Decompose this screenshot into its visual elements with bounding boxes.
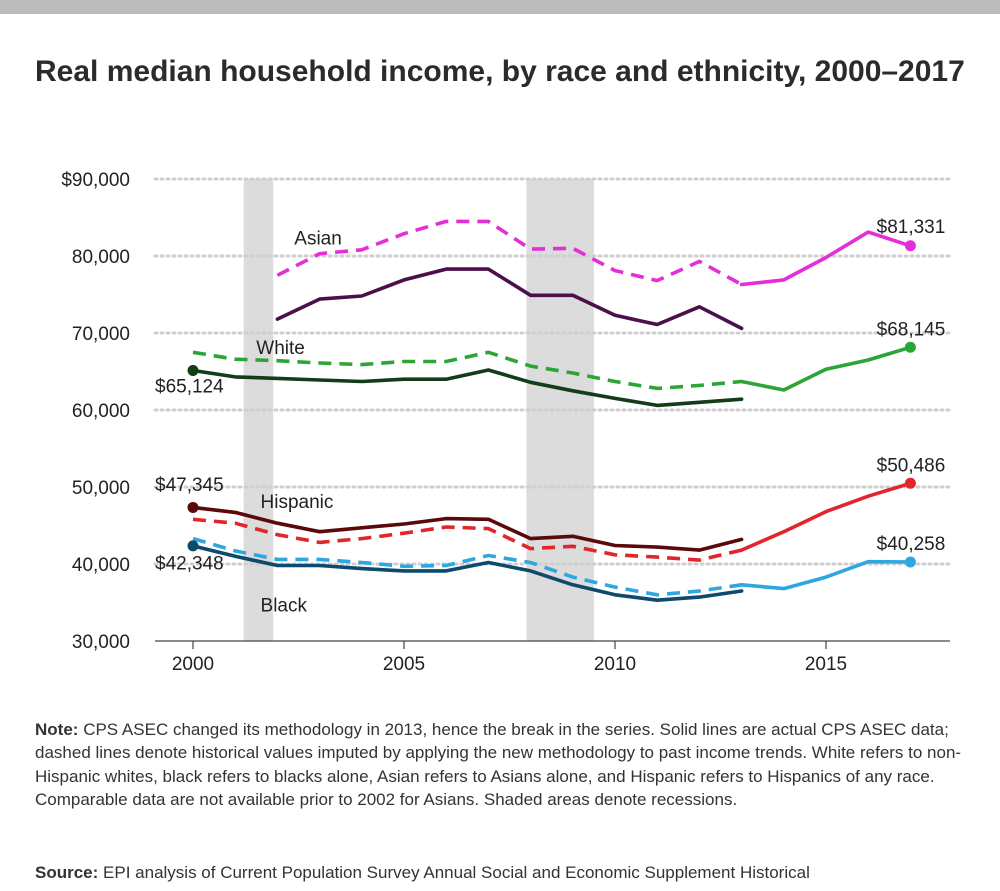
annotation-label: $68,145 — [877, 319, 946, 340]
series-line-7 — [192, 517, 743, 562]
y-tick-label: 30,000 — [72, 632, 130, 653]
endpoint-marker — [187, 540, 199, 552]
y-tick-label: 70,000 — [72, 324, 130, 345]
y-tick-label: 80,000 — [72, 247, 130, 268]
series-line-8 — [739, 481, 913, 552]
endpoint-marker — [904, 240, 916, 252]
series-line-3 — [275, 267, 744, 331]
series-line-5 — [739, 345, 913, 392]
endpoint-marker — [904, 556, 916, 568]
source-label: Source: — [35, 863, 99, 882]
chart-note: Note: CPS ASEC changed its methodology i… — [35, 718, 970, 812]
annotation-label: $65,124 — [155, 376, 224, 397]
source-text: EPI analysis of Current Population Surve… — [103, 863, 810, 882]
note-text: CPS ASEC changed its methodology in 2013… — [35, 720, 962, 810]
endpoint-marker — [904, 477, 916, 489]
y-tick-label: 50,000 — [72, 478, 130, 499]
x-tick-label: 2000 — [172, 654, 214, 675]
note-label: Note: — [35, 720, 79, 739]
annotation-label: Asian — [294, 228, 342, 249]
y-tick-label: 60,000 — [72, 401, 130, 422]
top-bar — [0, 0, 1000, 14]
endpoint-marker — [187, 501, 199, 513]
y-tick-label: $90,000 — [61, 170, 130, 191]
series-line-4 — [192, 350, 742, 391]
series-line-9 — [191, 505, 744, 552]
annotation-label: Black — [261, 596, 308, 617]
x-tick-label: 2010 — [594, 654, 636, 675]
series-line-10 — [192, 536, 742, 597]
x-tick-label: 2005 — [383, 654, 425, 675]
annotation-label: $40,258 — [877, 534, 946, 555]
annotation-label: $47,345 — [155, 475, 224, 496]
endpoint-marker — [187, 365, 199, 377]
annotation-label: White — [256, 338, 305, 359]
endpoint-marker — [904, 341, 916, 353]
annotation-label: $50,486 — [877, 456, 946, 477]
annotation-label: $42,348 — [155, 553, 224, 574]
series-line-2 — [739, 230, 913, 287]
series-line-11 — [739, 559, 913, 591]
chart-title: Real median household income, by race an… — [35, 55, 965, 88]
annotation-label: $81,331 — [877, 217, 946, 238]
x-tick-label: 2015 — [805, 654, 847, 675]
series-line-6 — [191, 368, 744, 408]
series-line-1 — [276, 219, 743, 287]
y-tick-label: 40,000 — [72, 555, 130, 576]
series-line-12 — [191, 544, 744, 603]
chart-source: Source: EPI analysis of Current Populati… — [35, 861, 970, 884]
annotation-label: Hispanic — [261, 492, 334, 513]
